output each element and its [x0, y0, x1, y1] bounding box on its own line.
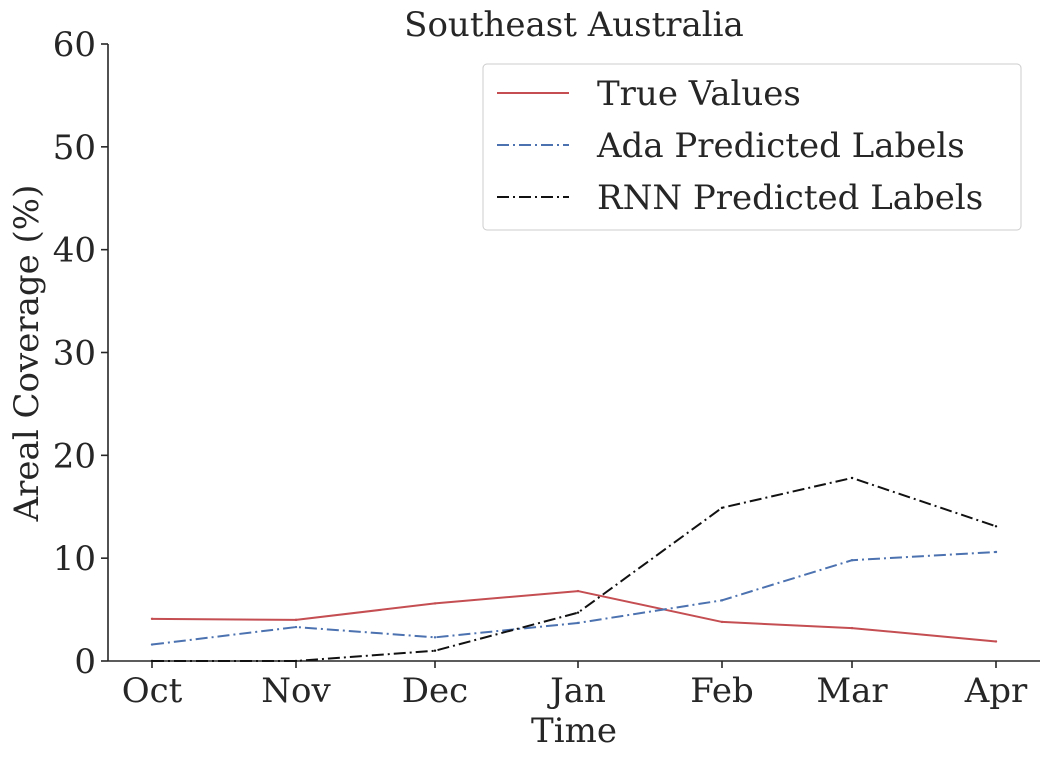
series-2-point: [994, 550, 998, 554]
x-tick-label: Jan: [547, 671, 606, 711]
series-1-point: [294, 618, 298, 622]
legend: True Values Ada Predicted Labels RNN Predi…: [482, 63, 1022, 231]
series-2-point: [433, 636, 437, 639]
y-tick-label: 0: [74, 642, 96, 682]
series-1-point: [433, 602, 437, 605]
x-tick-label: Nov: [261, 671, 331, 711]
series-3-point: [150, 659, 154, 663]
series-2-point: [294, 625, 298, 629]
y-tick-label: 10: [53, 539, 96, 579]
legend-box: [482, 63, 1022, 231]
legend-label: Ada Predicted Labels: [596, 126, 965, 166]
x-tick-label: Mar: [816, 671, 888, 711]
series-2-point: [150, 643, 154, 646]
y-ticks: 0 10 20 30 40 50 60: [53, 25, 108, 682]
series-1-point: [720, 620, 724, 624]
x-tick-label: Feb: [690, 671, 754, 711]
x-ticks: Oct Nov Dec Jan Feb Mar Apr: [122, 661, 1028, 711]
series-layer: [150, 476, 998, 663]
x-tick-label: Dec: [402, 671, 468, 711]
series-1-point: [850, 626, 854, 630]
series-line-1: [151, 590, 997, 643]
x-tick-label: Oct: [122, 671, 183, 711]
x-axis-label: Time: [531, 711, 617, 751]
series-3-point: [994, 525, 998, 528]
legend-label: True Values: [597, 74, 801, 114]
y-tick-label: 40: [53, 231, 96, 271]
series-2-point: [576, 621, 580, 625]
legend-label: RNN Predicted Labels: [597, 178, 983, 218]
series-3-point: [433, 649, 437, 652]
series-3-point: [576, 611, 580, 614]
y-tick-label: 30: [53, 334, 96, 374]
y-tick-label: 50: [53, 128, 96, 168]
series-1-point: [994, 640, 998, 643]
x-tick-label: Apr: [964, 671, 1028, 711]
series-1-point: [576, 589, 580, 593]
series-3-point: [850, 476, 854, 480]
series-3-point: [720, 506, 724, 509]
series-2-point: [850, 559, 854, 562]
series-3-point: [294, 659, 298, 663]
y-tick-label: 60: [53, 25, 96, 65]
y-tick-label: 20: [53, 436, 96, 476]
y-axis-label: Areal Coverage (%): [7, 185, 47, 523]
chart-title: Southeast Australia: [404, 5, 744, 45]
series-2-point: [720, 599, 724, 602]
series-line-3: [152, 476, 997, 662]
series-1-point: [150, 617, 154, 621]
